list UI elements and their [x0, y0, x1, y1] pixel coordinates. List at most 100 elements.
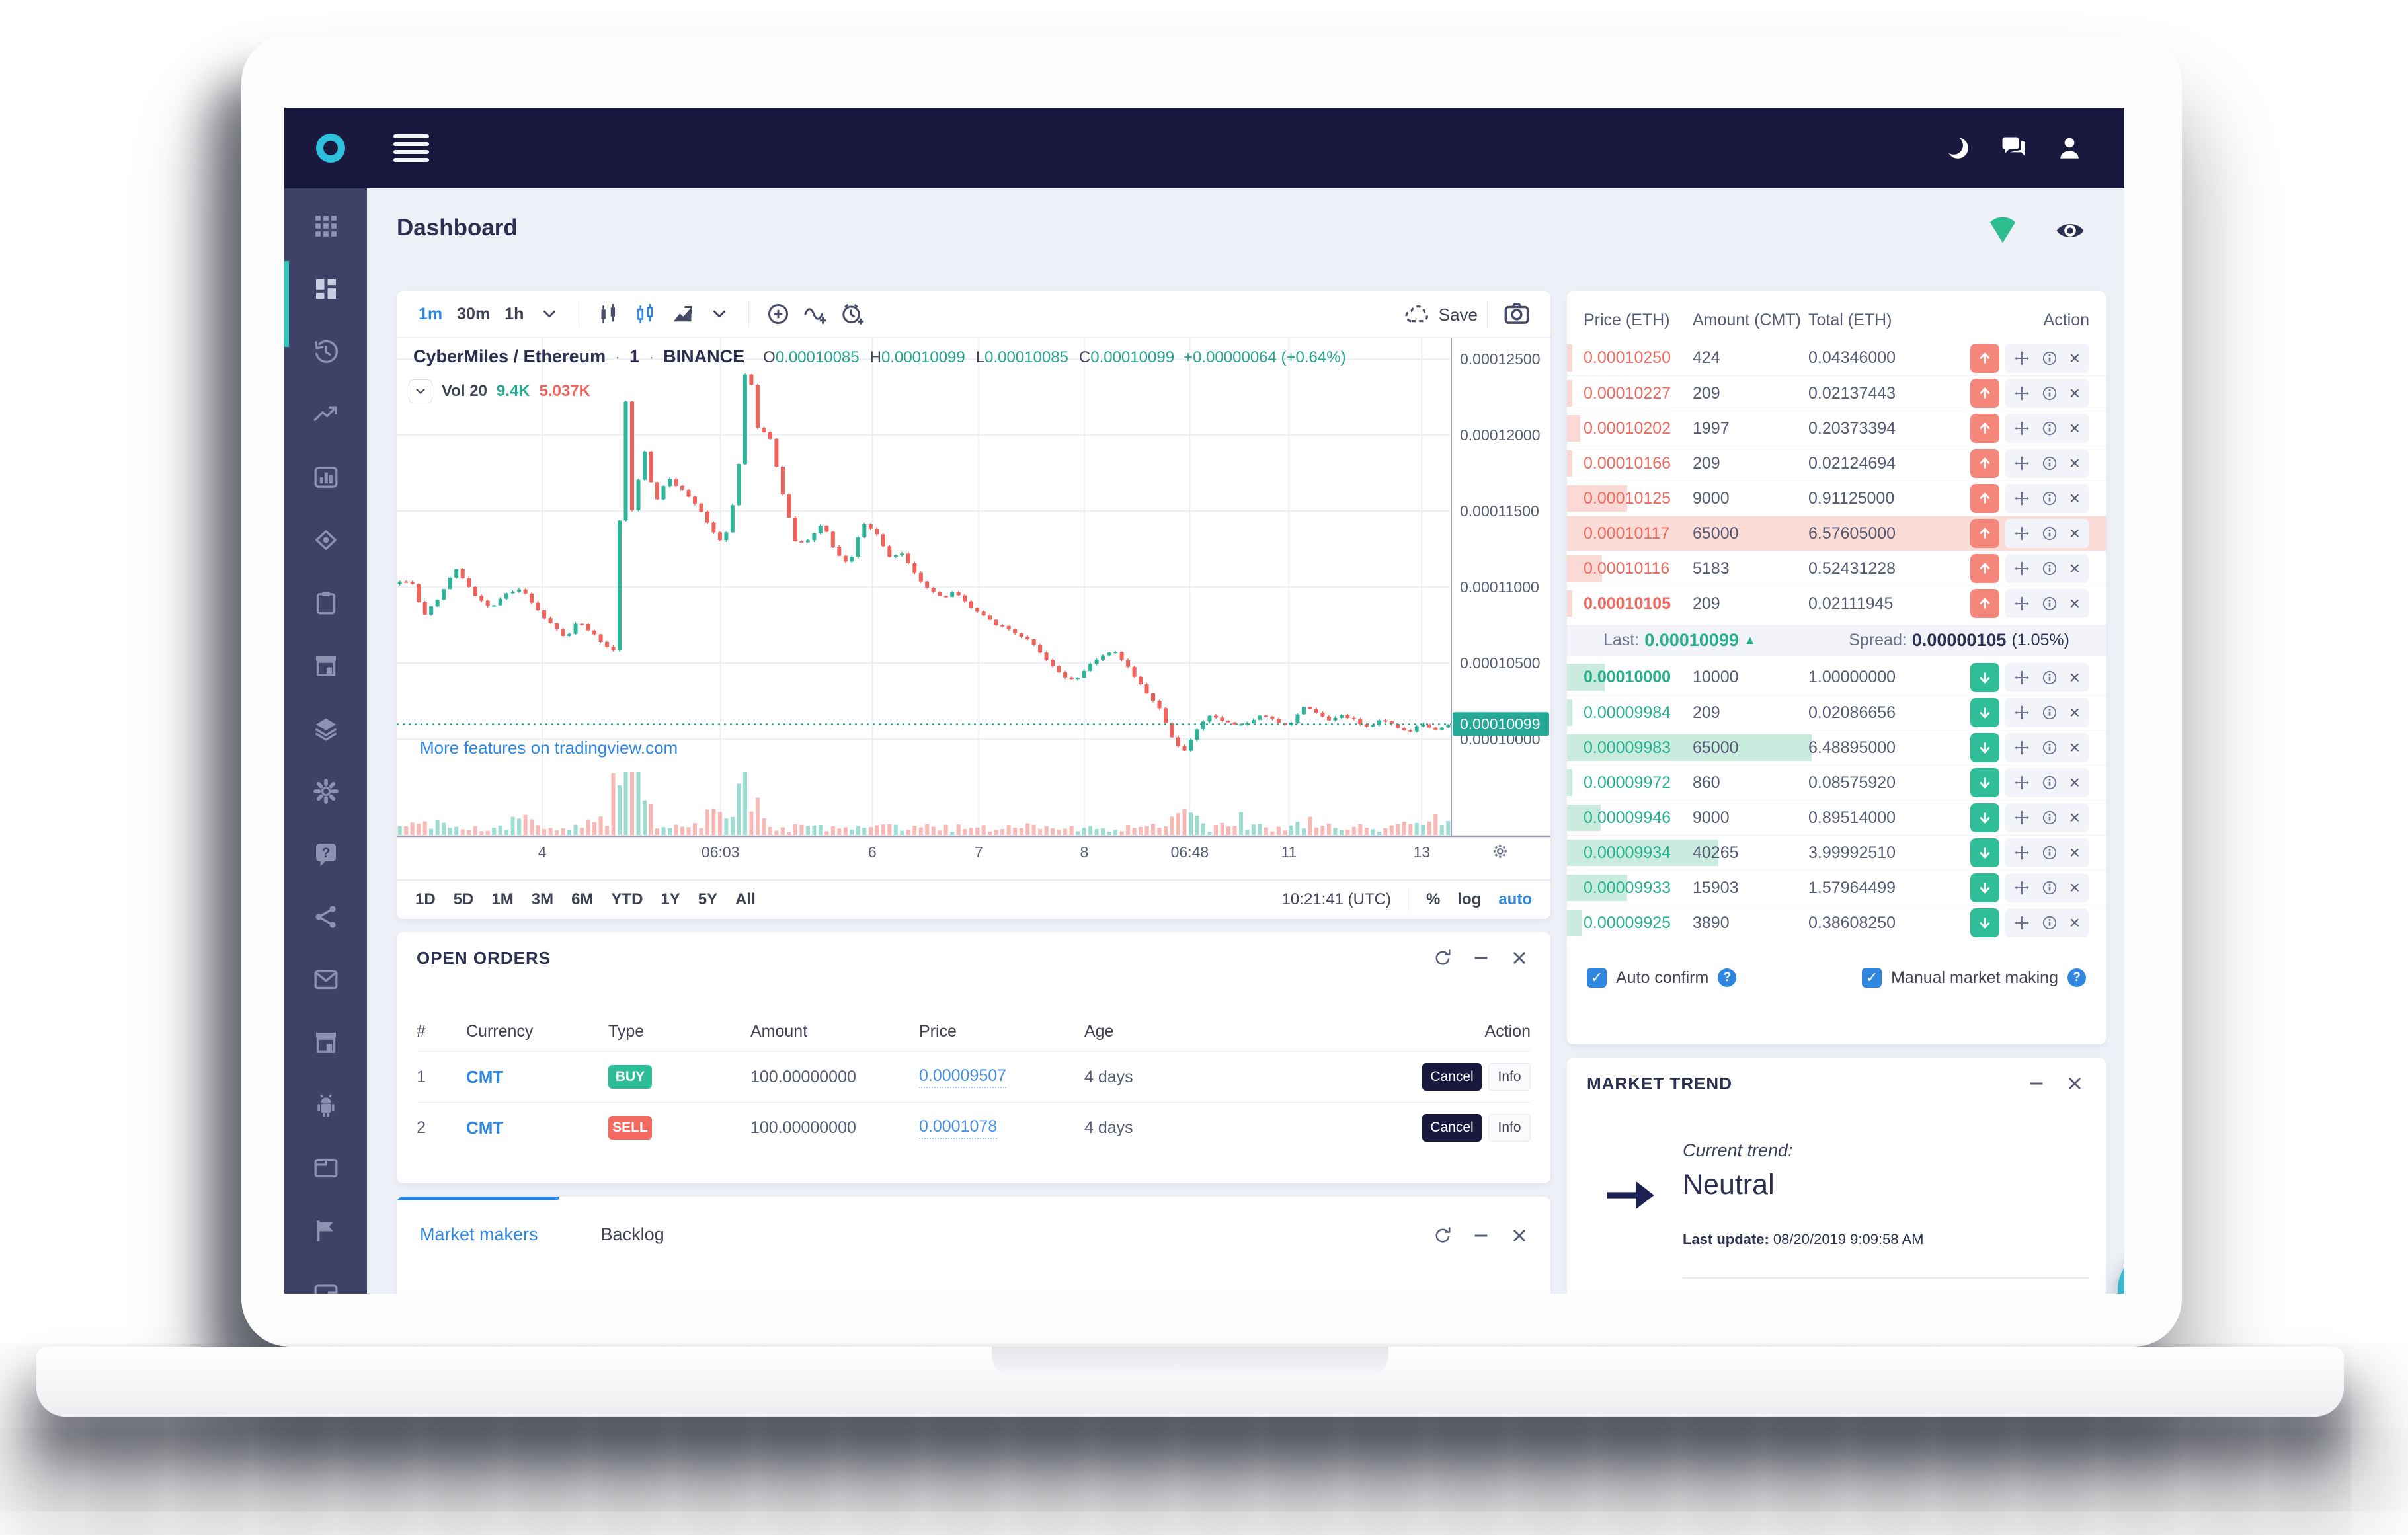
push-down-button[interactable]	[1970, 838, 1999, 867]
sidebar-item-clipboard[interactable]	[311, 588, 341, 617]
order-info-button[interactable]	[2042, 810, 2058, 826]
percent-scale-button[interactable]: %	[1425, 890, 1441, 908]
order-info-button[interactable]	[2042, 670, 2058, 686]
order-info-button[interactable]	[2042, 880, 2058, 896]
remove-order-button[interactable]: ×	[2069, 912, 2080, 933]
order-currency[interactable]: CMT	[466, 1066, 504, 1087]
chart-tool-area-chart[interactable]	[670, 302, 694, 326]
order-info-button[interactable]	[2042, 915, 2058, 931]
remove-order-button[interactable]: ×	[2069, 523, 2080, 543]
remove-order-button[interactable]: ×	[2069, 877, 2080, 898]
chart-tool-candle-hollow[interactable]	[633, 302, 657, 326]
push-down-button[interactable]	[1970, 803, 1999, 832]
sidebar-item-settings[interactable]	[311, 777, 341, 806]
move-order-button[interactable]	[2014, 596, 2030, 611]
collapse-indicator-icon[interactable]	[409, 379, 432, 403]
order-info-button[interactable]	[2042, 491, 2058, 506]
navbar-person-button[interactable]	[2054, 133, 2085, 163]
open-orders-minus-button[interactable]	[1470, 947, 1492, 969]
move-order-button[interactable]	[2014, 350, 2030, 366]
order-info-button[interactable]	[2042, 596, 2058, 611]
chart-tool-chevron-sm[interactable]	[707, 302, 731, 326]
order-info-button[interactable]	[2042, 385, 2058, 401]
remove-order-button[interactable]: ×	[2069, 842, 2080, 863]
chart-tool-squiggle-plus[interactable]	[803, 302, 827, 326]
info-button[interactable]: Info	[1488, 1114, 1531, 1142]
open-orders-close-button[interactable]	[1508, 947, 1531, 969]
order-info-button[interactable]	[2042, 740, 2058, 756]
remove-order-button[interactable]: ×	[2069, 593, 2080, 613]
order-currency[interactable]: CMT	[466, 1117, 504, 1138]
sidebar-item-grid[interactable]	[311, 212, 341, 241]
push-up-button[interactable]	[1970, 379, 1999, 408]
move-order-button[interactable]	[2014, 420, 2030, 436]
push-down-button[interactable]	[1970, 733, 1999, 762]
remove-order-button[interactable]: ×	[2069, 383, 2080, 403]
range-YTD[interactable]: YTD	[611, 890, 643, 908]
sidebar-item-share[interactable]	[311, 902, 341, 931]
save-layout-button[interactable]: Save	[1403, 291, 1478, 338]
move-order-button[interactable]	[2014, 705, 2030, 721]
tradingview-link[interactable]: More features on tradingview.com	[420, 738, 678, 758]
move-order-button[interactable]	[2014, 491, 2030, 506]
move-order-button[interactable]	[2014, 670, 2030, 686]
sidebar-item-storefront[interactable]	[311, 1028, 341, 1057]
push-up-button[interactable]	[1970, 519, 1999, 548]
sidebar-item-help[interactable]: ?	[311, 840, 341, 869]
move-order-button[interactable]	[2014, 561, 2030, 576]
move-order-button[interactable]	[2014, 526, 2030, 541]
market-trend-close-button[interactable]	[2064, 1072, 2086, 1095]
sidebar-item-flag[interactable]	[311, 1216, 341, 1245]
chat-fab-button[interactable]	[2118, 1248, 2124, 1294]
chart-tool-chevron-sm[interactable]	[538, 302, 561, 326]
help-tooltip-icon[interactable]: ?	[1718, 968, 1737, 987]
order-info-button[interactable]	[2042, 420, 2058, 436]
order-info-button[interactable]	[2042, 350, 2058, 366]
chart-tool-plus-circle[interactable]	[766, 302, 790, 326]
order-info-button[interactable]	[2042, 455, 2058, 471]
order-info-button[interactable]	[2042, 775, 2058, 791]
push-up-button[interactable]	[1970, 484, 1999, 513]
checkbox[interactable]: ✓	[1862, 968, 1882, 988]
open-orders-refresh-button[interactable]	[1431, 947, 1454, 969]
visibility-toggle-icon[interactable]	[2054, 215, 2086, 247]
range-1Y[interactable]: 1Y	[661, 890, 680, 908]
checkbox[interactable]: ✓	[1587, 968, 1607, 988]
move-order-button[interactable]	[2014, 845, 2030, 861]
push-down-button[interactable]	[1970, 768, 1999, 797]
market-makers-minus-button[interactable]	[1470, 1224, 1492, 1247]
push-down-button[interactable]	[1970, 662, 1999, 692]
move-order-button[interactable]	[2014, 385, 2030, 401]
navbar-chat-button[interactable]	[1999, 133, 2029, 163]
move-order-button[interactable]	[2014, 915, 2030, 931]
move-order-button[interactable]	[2014, 775, 2030, 791]
remove-order-button[interactable]: ×	[2069, 347, 2080, 368]
menu-icon[interactable]	[393, 134, 429, 166]
auto-scale-button[interactable]: auto	[1498, 890, 1532, 908]
tab-market-makers[interactable]: Market makers	[420, 1224, 538, 1244]
remove-order-button[interactable]: ×	[2069, 702, 2080, 723]
remove-order-button[interactable]: ×	[2069, 807, 2080, 828]
cancel-button[interactable]: Cancel	[1422, 1063, 1482, 1091]
info-button[interactable]: Info	[1488, 1063, 1531, 1091]
remove-order-button[interactable]: ×	[2069, 453, 2080, 473]
chart-tool-candle-solid[interactable]	[596, 302, 620, 326]
remove-order-button[interactable]: ×	[2069, 772, 2080, 793]
push-up-button[interactable]	[1970, 449, 1999, 478]
range-3M[interactable]: 3M	[531, 890, 554, 908]
move-order-button[interactable]	[2014, 455, 2030, 471]
push-down-button[interactable]	[1970, 908, 1999, 937]
tab-backlog[interactable]: Backlog	[600, 1224, 664, 1244]
interval-30m[interactable]: 30m	[457, 304, 491, 323]
market-trend-minus-button[interactable]	[2025, 1072, 2048, 1095]
navbar-moon-button[interactable]	[1943, 133, 1974, 163]
market-makers-refresh-button[interactable]	[1431, 1224, 1454, 1247]
order-info-button[interactable]	[2042, 705, 2058, 721]
range-All[interactable]: All	[735, 890, 756, 908]
log-scale-button[interactable]: log	[1457, 890, 1482, 908]
order-info-button[interactable]	[2042, 526, 2058, 541]
sidebar-item-tab[interactable]	[311, 1154, 341, 1183]
range-1D[interactable]: 1D	[415, 890, 436, 908]
sidebar-item-history[interactable]	[311, 337, 341, 366]
help-tooltip-icon[interactable]: ?	[2067, 968, 2086, 987]
